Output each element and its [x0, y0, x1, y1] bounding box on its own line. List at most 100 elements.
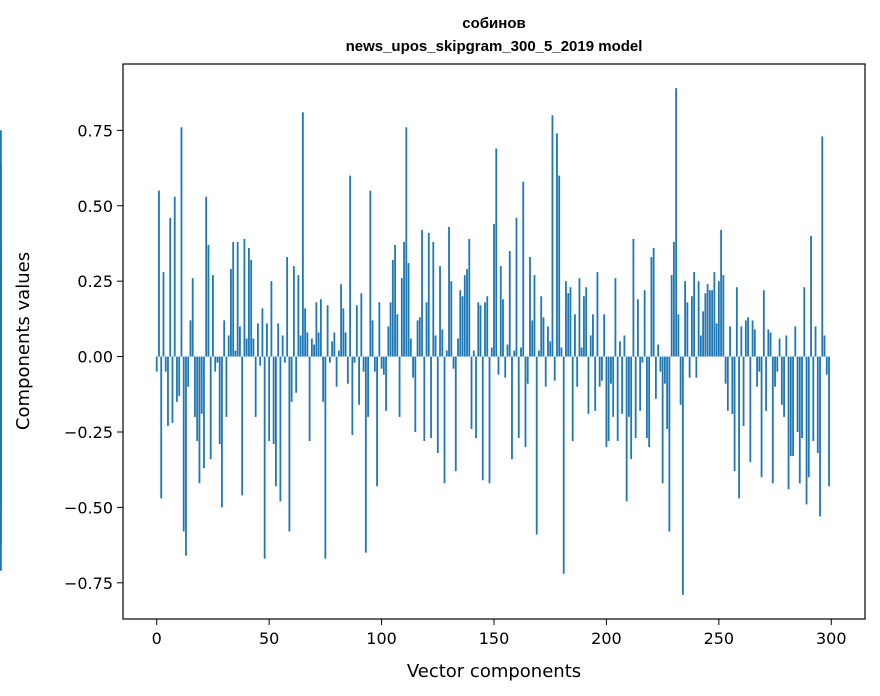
bar [825, 356, 828, 375]
bar [598, 356, 601, 387]
x-tick-label: 150 [479, 629, 510, 648]
bar [628, 356, 630, 417]
bar [648, 356, 651, 448]
bar [733, 356, 736, 472]
bar [538, 350, 540, 357]
bar [805, 356, 808, 505]
bar [643, 290, 646, 357]
bar [621, 356, 624, 414]
bar [679, 356, 682, 405]
bar [711, 290, 713, 357]
bar [796, 356, 799, 432]
bar [236, 241, 239, 357]
bar [214, 356, 217, 372]
bar [780, 356, 783, 405]
bar [632, 238, 635, 357]
bar [333, 332, 336, 357]
bar [398, 356, 401, 417]
bars-group [0, 88, 830, 595]
bar [715, 323, 718, 357]
bar [657, 344, 660, 357]
bar [493, 223, 495, 357]
bar [164, 356, 167, 372]
bar [594, 356, 597, 411]
bar [574, 314, 576, 357]
bar [263, 356, 266, 559]
bar [155, 356, 158, 372]
y-tick-label: −0.25 [64, 423, 113, 442]
bar [666, 356, 669, 429]
bar [699, 335, 702, 357]
bar [292, 266, 295, 357]
bar [337, 350, 340, 357]
bar [317, 332, 320, 357]
bar [499, 266, 502, 357]
bar [675, 88, 678, 357]
x-tick-label: 100 [366, 629, 397, 648]
bar [416, 320, 419, 357]
bar [619, 341, 621, 357]
bar [313, 344, 316, 357]
bar [738, 356, 740, 499]
bar [230, 269, 232, 357]
bar [625, 356, 628, 502]
bar [583, 296, 585, 357]
bar [306, 332, 309, 357]
bar [695, 356, 698, 378]
bar [187, 356, 190, 387]
bar [607, 356, 610, 442]
bar [432, 241, 435, 357]
bar [560, 347, 563, 357]
bar [470, 356, 473, 429]
bar [801, 356, 803, 439]
bar [427, 232, 430, 357]
bar [281, 335, 284, 357]
bar [490, 347, 493, 357]
bar [753, 329, 756, 357]
bar [605, 356, 608, 448]
bar [315, 302, 318, 357]
bar [767, 329, 770, 357]
bar [504, 356, 507, 378]
bar [324, 356, 327, 559]
bar [191, 278, 194, 357]
bar [160, 356, 163, 499]
bar [268, 356, 271, 442]
bar [412, 356, 414, 378]
bar [686, 302, 689, 357]
bar [650, 257, 653, 357]
bar [637, 299, 639, 357]
bar [297, 275, 300, 357]
bar [304, 308, 307, 357]
x-tick-label: 200 [591, 629, 622, 648]
bar [549, 341, 552, 357]
bar [355, 305, 358, 357]
bar [776, 356, 779, 372]
bar [463, 275, 466, 357]
bar [275, 356, 277, 487]
bar [301, 112, 304, 357]
bar [167, 356, 169, 426]
bar [198, 356, 201, 484]
y-tick-label: 0.50 [77, 197, 113, 216]
bar [218, 356, 221, 445]
bar [789, 356, 792, 457]
bar [423, 356, 426, 442]
bar [421, 229, 423, 357]
bar [346, 356, 349, 384]
bar [569, 287, 572, 357]
bar [520, 347, 522, 357]
x-tick-label: 0 [152, 629, 162, 648]
bar [668, 356, 671, 532]
bar [448, 226, 450, 357]
bar [704, 293, 707, 357]
bar [533, 275, 536, 357]
bar [616, 356, 619, 442]
chart-title: собинов [462, 15, 525, 32]
bar [684, 281, 687, 357]
bar [450, 281, 453, 357]
bar [517, 356, 520, 439]
bar [634, 356, 637, 439]
bar [756, 356, 758, 387]
bar [248, 247, 250, 357]
